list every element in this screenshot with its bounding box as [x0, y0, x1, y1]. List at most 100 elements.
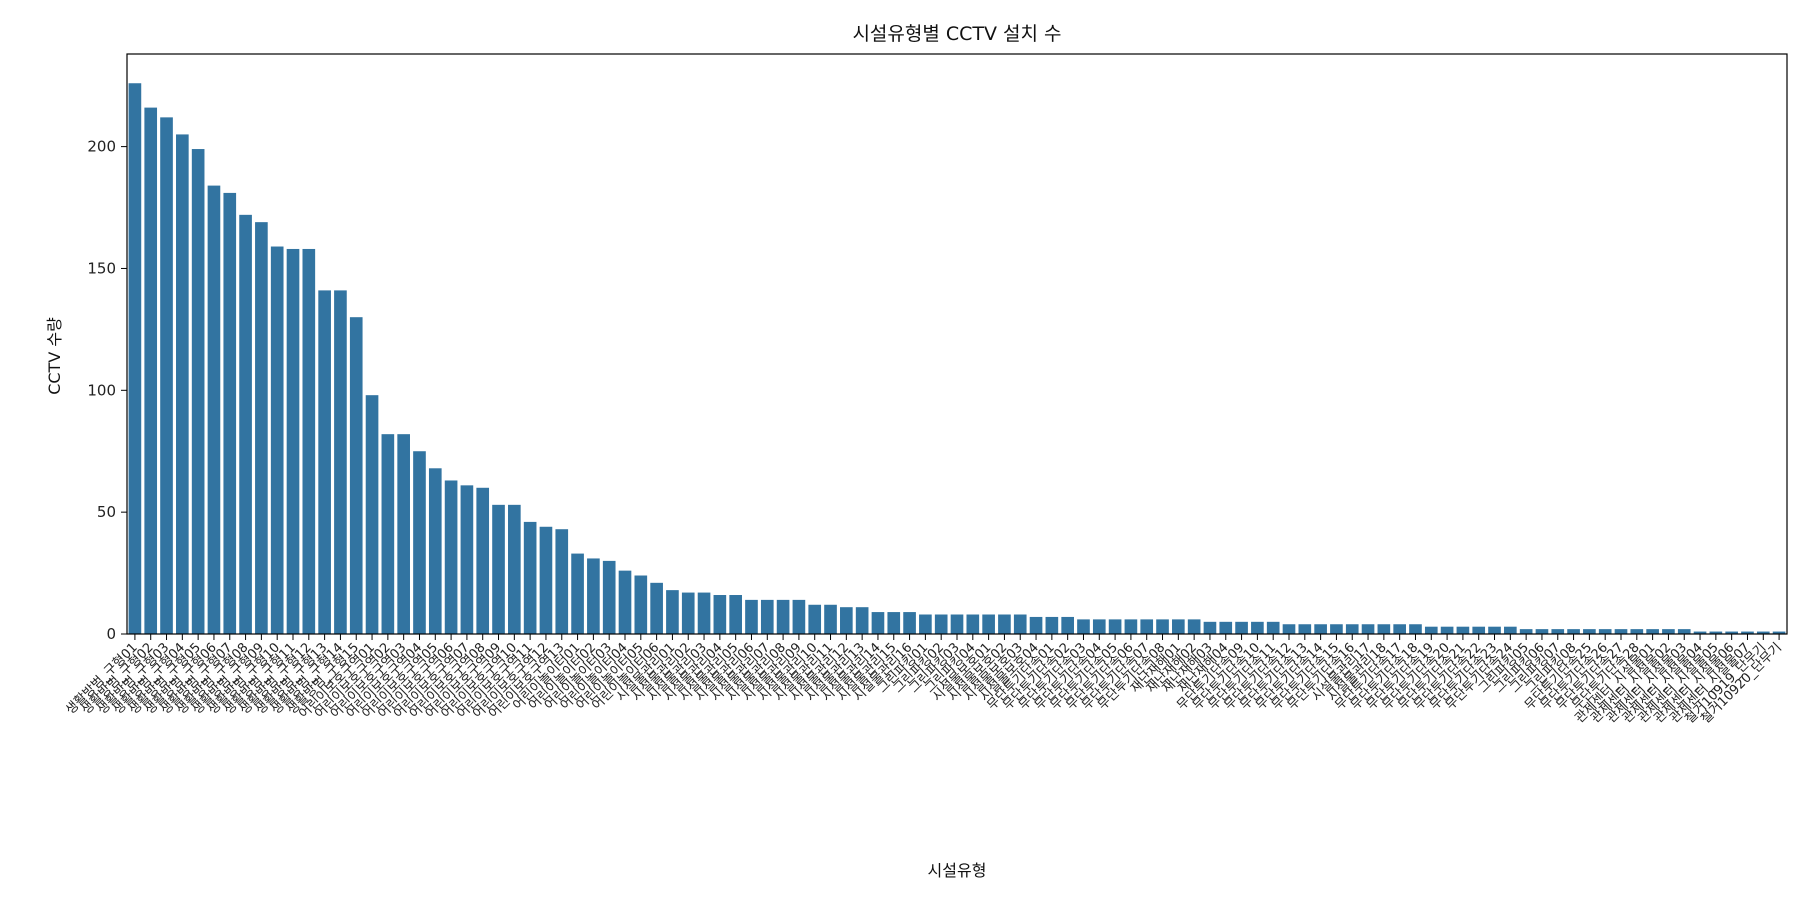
bar: [1409, 624, 1422, 634]
bar: [1282, 624, 1296, 634]
bar: [1551, 629, 1565, 634]
bar: [334, 290, 347, 634]
bar: [476, 487, 490, 634]
bar: [776, 599, 790, 634]
bar: [792, 599, 806, 634]
bar: [1424, 626, 1438, 634]
bar: [587, 558, 600, 634]
bar: [1598, 629, 1612, 634]
bar: [128, 83, 142, 635]
bar: [1630, 629, 1644, 634]
bar: [1567, 629, 1580, 634]
bar: [1029, 616, 1043, 634]
bar: [1693, 631, 1707, 634]
bar: [871, 612, 885, 634]
bar: [1219, 621, 1233, 634]
bar: [1614, 629, 1628, 634]
bar: [1583, 629, 1596, 634]
bar: [1472, 626, 1486, 634]
bar: [302, 248, 316, 634]
bar: [729, 595, 742, 634]
bar: [840, 607, 853, 634]
y-tick-label: 200: [87, 138, 116, 156]
bar: [1646, 629, 1659, 634]
y-tick-label: 150: [87, 259, 116, 277]
bar: [349, 317, 363, 634]
bar: [508, 504, 521, 634]
bar: [1709, 631, 1723, 634]
plot-area: [126, 53, 1788, 635]
y-axis-label: CCTV 수량: [45, 317, 64, 395]
bar: [539, 526, 553, 634]
bar: [1456, 626, 1470, 634]
bar: [1662, 629, 1675, 634]
bar: [1045, 616, 1059, 634]
bar: [428, 468, 442, 634]
bar: [1235, 621, 1248, 634]
bar: [397, 434, 410, 634]
bar: [1725, 631, 1738, 634]
bar: [1156, 619, 1169, 634]
bar: [824, 604, 837, 634]
bar: [191, 149, 205, 635]
bar: [460, 485, 474, 634]
bar: [381, 434, 395, 634]
bar: [903, 612, 916, 634]
bar: [1440, 626, 1454, 634]
bar: [966, 614, 980, 634]
bar: [681, 592, 695, 634]
bar: [1504, 626, 1517, 634]
x-axis-label: 시설유형: [928, 861, 987, 880]
bar: [1172, 619, 1185, 634]
bar: [318, 290, 331, 634]
bar: [1298, 624, 1312, 634]
bar: [1124, 619, 1138, 634]
bar: [1251, 621, 1264, 634]
y-axis: 0 50 100 150 200: [87, 138, 127, 643]
bar: [1061, 616, 1074, 634]
bar: [1203, 621, 1217, 634]
bar: [1092, 619, 1106, 634]
y-tick-label: 0: [106, 625, 116, 643]
chart-title: 시설유형별 CCTV 설치 수: [852, 23, 1061, 45]
bar: [1772, 631, 1786, 634]
bar: [1488, 626, 1501, 634]
bar: [1377, 624, 1391, 634]
bar: [1314, 624, 1327, 634]
bar: [760, 599, 774, 634]
y-tick-label: 100: [87, 381, 116, 399]
bar: [1393, 624, 1406, 634]
bar: [855, 607, 869, 634]
bar: [1519, 629, 1533, 634]
bar: [160, 117, 173, 635]
bar: [1077, 619, 1090, 634]
bar: [1187, 619, 1201, 634]
bar: [666, 590, 679, 634]
bar: [808, 604, 822, 634]
bar: [1140, 619, 1154, 634]
bar: [413, 451, 426, 634]
bar: [998, 614, 1011, 634]
x-axis: 생활방범_구형01생활방범_구형02생활방범_구형03생활방범_구형04생활방범…: [63, 634, 1785, 727]
bar: [1756, 631, 1770, 634]
bar: [207, 185, 221, 634]
bar: [1108, 619, 1122, 634]
bar: [365, 395, 379, 634]
bar: [255, 222, 268, 634]
bar: [950, 614, 964, 634]
bar: [1345, 624, 1359, 634]
bar: [1535, 629, 1549, 634]
bar: [1266, 621, 1280, 634]
bar: [919, 614, 932, 634]
y-tick-label: 50: [97, 503, 116, 521]
bar: [1741, 631, 1754, 634]
bar: [444, 480, 458, 634]
bar: [697, 592, 711, 634]
bar: [982, 614, 995, 634]
bar: [571, 553, 584, 634]
bar: [650, 582, 663, 634]
bar: [713, 595, 727, 634]
bar: [239, 214, 252, 634]
bar: [1330, 624, 1343, 634]
